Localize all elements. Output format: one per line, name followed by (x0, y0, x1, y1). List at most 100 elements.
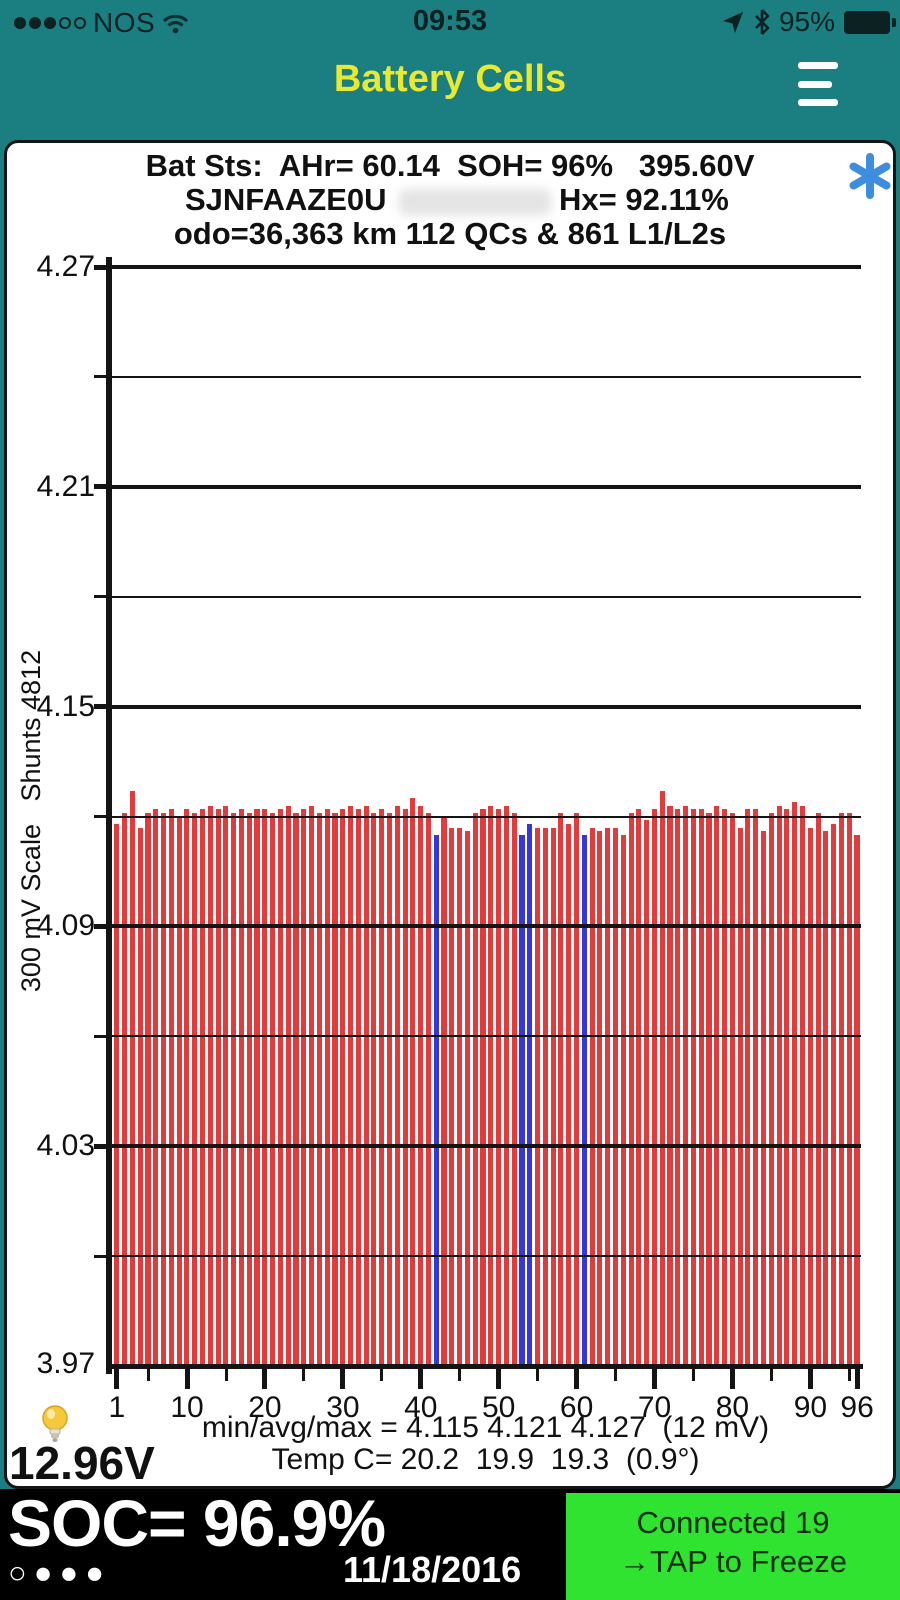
cell-bar (667, 805, 673, 1366)
cell-voltage-plot: 4.27 4.21 4.15 4.09 4.03 3.97 1 10 20 30 40 50 60 70 8… (7, 143, 893, 1486)
cell-bar (714, 805, 720, 1366)
connection-status-line1: Connected 19 (636, 1505, 830, 1540)
x-tick-major (262, 1369, 268, 1389)
cell-bar (496, 809, 502, 1366)
cell-bar (838, 812, 844, 1366)
cell-bar (644, 820, 650, 1366)
cell-bar (114, 823, 120, 1366)
y-tick (94, 1254, 110, 1258)
bluetooth-icon (755, 9, 770, 35)
cell-bar-shunt (433, 834, 439, 1366)
cell-bar (215, 809, 221, 1366)
cell-bar (776, 805, 782, 1366)
x-tick-label: 20 (248, 1391, 282, 1424)
cell-bar (823, 831, 829, 1366)
cell-bar (472, 812, 478, 1366)
cell-bar (683, 805, 689, 1366)
cell-bar (815, 812, 821, 1366)
y-tick (94, 815, 110, 818)
cell-bar (418, 805, 424, 1366)
y-tick (94, 484, 110, 490)
cell-bar (363, 805, 369, 1366)
aux-battery-voltage: 12.96V (9, 1437, 155, 1489)
status-bar-left: NOS (14, 7, 189, 39)
gridline (110, 484, 861, 489)
cell-bar (745, 809, 751, 1366)
cell-bar (620, 834, 626, 1366)
carrier-label: NOS (93, 7, 156, 38)
cell-bar (628, 812, 634, 1366)
y-tick-label: 4.09 (36, 909, 95, 943)
cell-bar (659, 790, 665, 1366)
x-tick-minor (380, 1369, 384, 1381)
cell-bar (542, 827, 548, 1366)
cell-bar (402, 809, 408, 1366)
x-tick-minor (536, 1369, 540, 1381)
battery-status-line1: Bat Sts: AHr= 60.14 SOH= 96% 395.60V (145, 148, 755, 183)
hx-label: Hx= 92.11% (559, 182, 729, 217)
gridline (110, 265, 861, 269)
cell-bar (464, 831, 470, 1366)
cell-bar (254, 809, 260, 1366)
cell-bar-shunt (527, 823, 533, 1366)
gridline (110, 375, 861, 378)
page-dot-filled: ● (59, 1555, 86, 1590)
cell-bar (636, 809, 642, 1366)
asterisk-icon[interactable] (847, 153, 893, 199)
connection-status-button[interactable]: Connected 19 →TAP to Freeze (566, 1493, 900, 1600)
y-tick (94, 264, 110, 270)
signal-dot-filled (29, 17, 41, 29)
cell-bar (846, 812, 852, 1366)
cell-bar (737, 827, 743, 1366)
cell-bar (129, 790, 135, 1366)
cell-bar (651, 809, 657, 1366)
x-tick-minor (302, 1369, 306, 1381)
cell-bar (386, 812, 393, 1366)
x-tick-label: 70 (637, 1391, 672, 1424)
gridline (110, 1144, 861, 1149)
x-tick-major (184, 1369, 190, 1389)
cell-bar (223, 805, 229, 1366)
battery-cells-chart-panel: Bat Sts: AHr= 60.14 SOH= 96% 395.60V SJN… (4, 140, 896, 1489)
cell-bar (246, 812, 252, 1366)
cell-bar (168, 809, 174, 1366)
min-avg-max-label: min/avg/max = 4.115 4.121 4.127 (12 mV) (201, 1411, 770, 1444)
lightbulb-icon[interactable] (40, 1405, 70, 1447)
y-tick (94, 1034, 110, 1038)
signal-dot-filled (44, 17, 56, 29)
cell-bar (854, 834, 860, 1366)
cell-bar (698, 809, 704, 1366)
cell-bar (480, 809, 486, 1366)
vin-label: SJNFAAZE0U (185, 182, 387, 217)
x-tick-minor (847, 1369, 851, 1381)
wifi-icon (163, 14, 189, 33)
x-tick-label: 30 (326, 1391, 360, 1424)
cell-bar (573, 812, 580, 1366)
x-tick-label: 80 (715, 1391, 750, 1424)
page-indicator-dots[interactable]: ○●●● (8, 1555, 111, 1591)
hamburger-menu-button[interactable] (798, 60, 842, 108)
x-tick-label: 60 (559, 1391, 594, 1424)
x-tick-minor (458, 1369, 462, 1381)
cell-bar (488, 805, 494, 1366)
page-dot-hollow: ○ (8, 1555, 34, 1590)
x-tick-label: 96 (840, 1391, 874, 1424)
cell-bar (792, 801, 798, 1366)
cell-bar (270, 812, 276, 1366)
y-axis-line (106, 257, 112, 1374)
signal-dot-filled (14, 17, 26, 29)
status-bar: NOS 09:53 95% (0, 0, 900, 44)
y-tick (94, 923, 110, 929)
cell-signal-icon (14, 17, 86, 29)
x-tick-label: 1 (108, 1391, 126, 1424)
cell-bar (760, 831, 767, 1366)
cell-bar-shunt (581, 834, 587, 1366)
y-tick-label: 4.03 (36, 1129, 95, 1163)
cell-bar (153, 809, 159, 1366)
cell-bar (199, 809, 206, 1366)
page-title: Battery Cells (333, 58, 567, 100)
cell-bar (425, 812, 432, 1366)
cell-bar (589, 827, 595, 1366)
x-tick-label: 10 (170, 1391, 204, 1424)
x-tick-major (652, 1369, 657, 1389)
